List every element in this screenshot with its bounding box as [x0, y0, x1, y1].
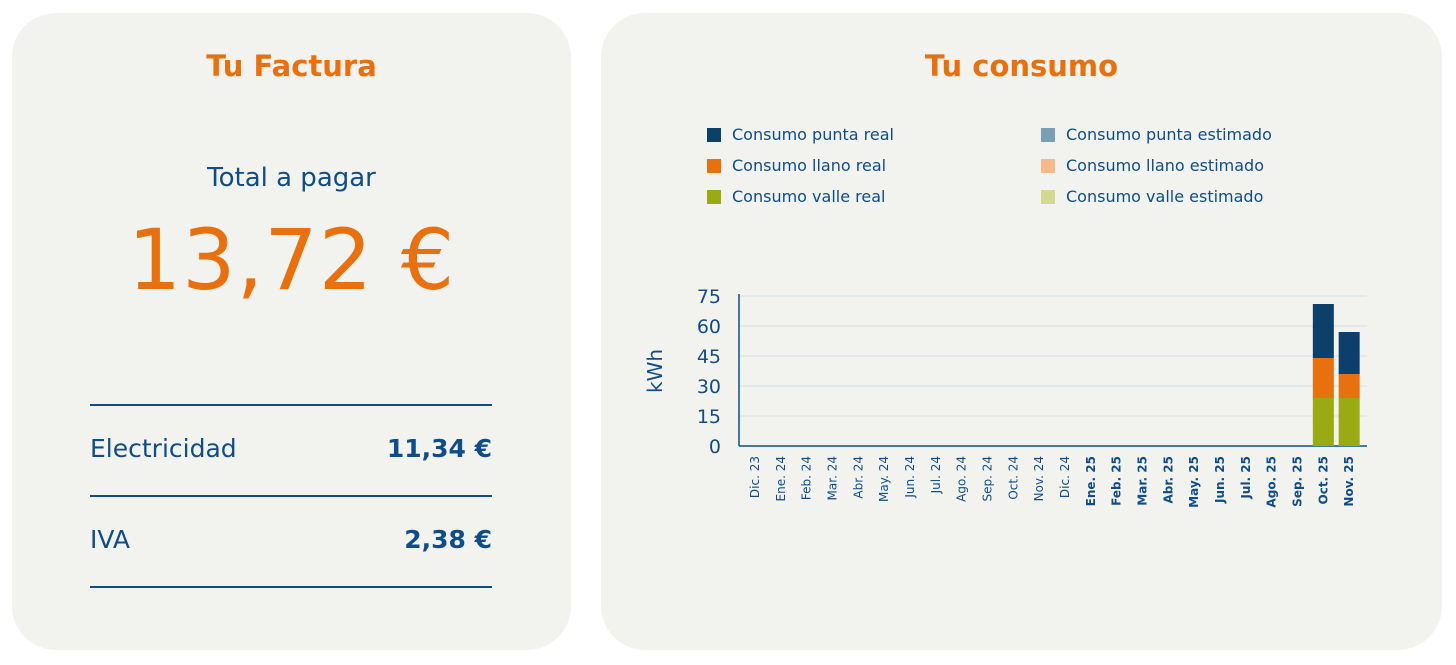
legend-item-llano-estimado: Consumo llano estimado: [1041, 156, 1264, 175]
chart-legend: Consumo punta real Consumo punta estimad…: [707, 123, 1327, 223]
x-tick-label: Mar. 25: [1136, 456, 1150, 506]
consumption-card: Tu consumo Consumo punta real Consumo pu…: [601, 13, 1442, 650]
bar-segment: [1312, 358, 1334, 398]
legend-swatch: [707, 189, 721, 204]
y-tick-label: 30: [697, 376, 721, 398]
bar-segment: [1312, 304, 1334, 358]
y-tick-label: 45: [697, 346, 721, 368]
x-tick-label: Dic. 24: [1058, 456, 1072, 498]
y-tick-label: 0: [709, 436, 721, 458]
legend-item-valle-estimado: Consumo valle estimado: [1041, 187, 1263, 206]
legend-label: Consumo punta estimado: [1066, 125, 1272, 144]
x-tick-label: Nov. 24: [1032, 456, 1046, 501]
divider: [90, 404, 492, 406]
x-tick-label: Ago. 25: [1265, 456, 1279, 508]
bar-segment: [1338, 332, 1360, 374]
legend-label: Consumo valle estimado: [1066, 187, 1264, 206]
invoice-title: Tu Factura: [206, 49, 377, 83]
legend-label: Consumo llano real: [732, 156, 887, 175]
legend-item-punta-real: Consumo punta real: [707, 125, 894, 144]
x-tick-label: Mar. 24: [826, 456, 840, 500]
total-label: Total a pagar: [207, 163, 376, 193]
legend-item-valle-real: Consumo valle real: [707, 187, 885, 206]
x-tick-label: Sep. 24: [981, 456, 995, 502]
line-item-label: IVA: [90, 524, 130, 554]
x-tick-label: Ene. 24: [774, 456, 788, 501]
legend-label: Consumo punta real: [732, 125, 894, 144]
line-item-value: 11,34 €: [386, 433, 492, 463]
line-item-vat: IVA 2,38 €: [90, 521, 492, 557]
x-tick-label: Jul. 24: [929, 456, 943, 494]
legend-swatch: [1041, 189, 1055, 204]
y-tick-label: 60: [697, 316, 721, 338]
consumption-title: Tu consumo: [924, 49, 1119, 83]
total-amount: 13,72 €: [127, 211, 456, 309]
divider: [90, 586, 492, 588]
bar-segment: [1338, 374, 1360, 398]
legend-label: Consumo valle real: [732, 187, 886, 206]
x-tick-label: Jun. 24: [903, 456, 917, 499]
legend-swatch: [707, 127, 721, 142]
x-tick-label: May. 24: [877, 456, 891, 502]
x-tick-label: Oct. 25: [1316, 456, 1330, 505]
x-tick-label: Abr. 24: [851, 456, 865, 499]
x-tick-label: May. 25: [1187, 456, 1201, 508]
y-axis-label: kWh: [643, 349, 667, 393]
line-item-electricity: Electricidad 11,34 €: [90, 430, 492, 466]
legend-label: Consumo llano estimado: [1066, 156, 1264, 175]
x-tick-label: Sep. 25: [1291, 456, 1305, 507]
legend-swatch: [707, 158, 721, 173]
legend-item-punta-estimado: Consumo punta estimado: [1041, 125, 1272, 144]
y-tick-label: 75: [697, 286, 721, 308]
x-tick-label: Jun. 25: [1213, 456, 1227, 504]
x-tick-label: Dic. 23: [748, 456, 762, 498]
legend-swatch: [1041, 127, 1055, 142]
x-tick-label: Ago. 24: [955, 456, 969, 502]
line-item-label: Electricidad: [90, 433, 237, 463]
y-tick-label: 15: [697, 406, 721, 428]
x-tick-label: Ene. 25: [1084, 456, 1098, 506]
bar-segment: [1338, 398, 1360, 446]
bar-segment: [1312, 398, 1334, 446]
legend-swatch: [1041, 158, 1055, 173]
x-tick-label: Feb. 25: [1110, 456, 1124, 506]
x-tick-label: Jul. 25: [1239, 456, 1253, 500]
legend-item-llano-real: Consumo llano real: [707, 156, 886, 175]
line-item-value: 2,38 €: [404, 524, 492, 554]
x-tick-label: Oct. 24: [1006, 456, 1020, 500]
invoice-card: Tu Factura Total a pagar 13,72 € Electri…: [12, 13, 571, 650]
consumption-chart: 0 15 30 45 60 75 kWh Dic. 23 Ene. 24 Feb. 24 Mar. …: [643, 286, 1367, 508]
divider: [90, 495, 492, 497]
x-tick-label: Feb. 24: [800, 456, 814, 500]
x-tick-label: Nov. 25: [1342, 456, 1356, 507]
x-tick-label: Abr. 25: [1161, 456, 1175, 504]
